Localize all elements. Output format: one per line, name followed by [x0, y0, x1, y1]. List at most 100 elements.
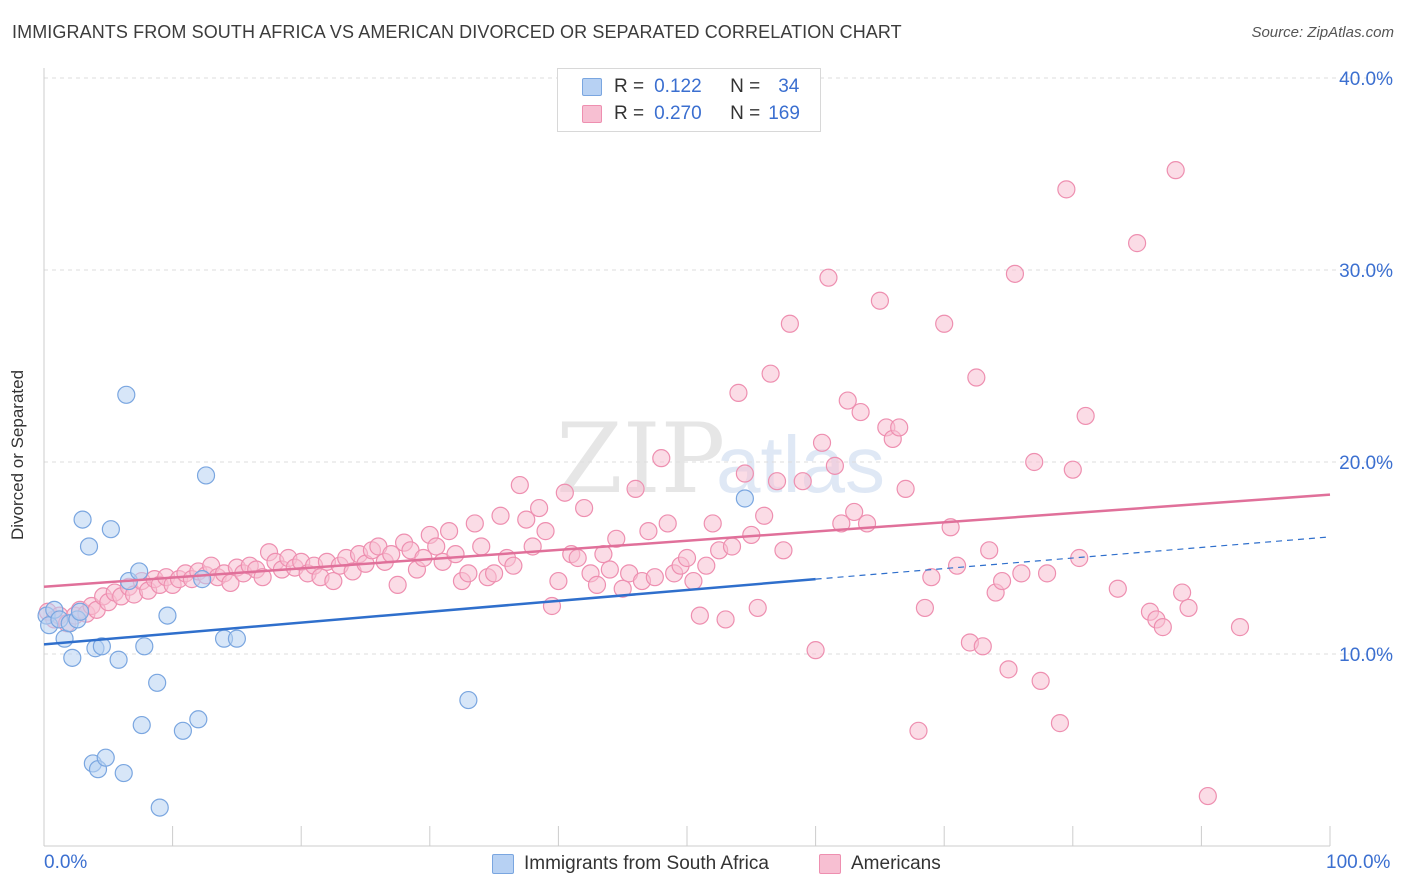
- americans-point: [1037, 564, 1057, 583]
- legend-swatch-blue: [492, 854, 514, 874]
- bottom-legend-south-africa: Immigrants from South Africa: [492, 852, 769, 876]
- chart-title: IMMIGRANTS FROM SOUTH AFRICA VS AMERICAN…: [12, 22, 902, 42]
- south-africa-point: [130, 562, 149, 581]
- americans-point: [851, 402, 870, 422]
- americans-point: [1005, 264, 1025, 283]
- n-label: N =: [730, 103, 761, 124]
- americans-point: [755, 506, 774, 525]
- legend-swatch-blue: [582, 78, 602, 96]
- americans-point: [999, 660, 1018, 679]
- americans-point: [1031, 671, 1050, 690]
- americans-point: [780, 314, 799, 333]
- y-tick-labels: 10.0% 20.0% 30.0% 40.0%: [1339, 69, 1393, 666]
- americans-point: [613, 579, 632, 598]
- south-africa-point: [158, 606, 177, 625]
- americans-point: [1198, 786, 1217, 806]
- south-africa-point: [114, 763, 133, 783]
- americans-point: [324, 571, 343, 591]
- y-tick-label: 30.0%: [1339, 261, 1393, 282]
- americans-point: [491, 506, 510, 525]
- americans-point: [703, 514, 722, 533]
- americans-point: [845, 502, 864, 522]
- americans-point: [922, 568, 941, 587]
- americans-point: [575, 498, 594, 518]
- correlation-legend: R = 0.122 N = 34 R = 0.270 N = 169: [557, 68, 821, 132]
- r-label: R =: [614, 76, 645, 97]
- south-africa-point: [117, 385, 136, 404]
- americans-point: [767, 472, 787, 491]
- n-value: 169: [768, 103, 800, 124]
- legend-row-south-africa: R = 0.122 N = 34: [582, 75, 799, 99]
- n-value: 34: [778, 76, 800, 97]
- south-africa-point: [459, 690, 478, 710]
- americans-point: [870, 291, 890, 310]
- americans-point: [510, 475, 529, 495]
- americans-point: [819, 268, 838, 287]
- americans-point: [1076, 406, 1095, 426]
- x-tick-label-min: 0.0%: [44, 852, 88, 873]
- south-africa-point: [227, 629, 246, 648]
- americans-point: [587, 575, 607, 594]
- americans-point: [485, 564, 504, 583]
- americans-points: [38, 161, 1250, 806]
- americans-point: [896, 479, 915, 498]
- south-africa-trend-extension: [815, 536, 1331, 580]
- americans-trend-line: [43, 493, 1331, 589]
- americans-point: [677, 548, 697, 568]
- americans-point: [1127, 234, 1147, 253]
- americans-point: [793, 472, 812, 491]
- americans-point: [555, 483, 574, 502]
- south-africa-point: [173, 721, 192, 740]
- y-tick-label: 40.0%: [1339, 69, 1393, 90]
- americans-point: [472, 537, 491, 556]
- south-africa-point: [132, 715, 151, 735]
- south-africa-point: [148, 673, 167, 692]
- americans-point: [1166, 161, 1185, 180]
- south-africa-point: [196, 466, 216, 485]
- americans-point: [427, 537, 446, 556]
- south-africa-point: [109, 650, 128, 669]
- americans-point: [658, 514, 677, 533]
- americans-point: [812, 433, 832, 452]
- south-africa-point: [63, 648, 82, 667]
- south-africa-point: [96, 748, 115, 767]
- r-value: 0.270: [654, 103, 702, 124]
- trend-lines: [43, 493, 1331, 646]
- americans-point: [459, 564, 478, 583]
- americans-point: [915, 598, 935, 618]
- americans-point: [1108, 579, 1127, 598]
- americans-point: [549, 571, 568, 591]
- americans-point: [825, 456, 844, 475]
- americans-point: [832, 514, 851, 533]
- americans-point: [446, 545, 465, 564]
- americans-point: [607, 529, 626, 548]
- americans-point: [1025, 452, 1044, 472]
- americans-point: [748, 598, 767, 618]
- americans-point: [838, 391, 857, 410]
- south-africa-trend-line: [43, 577, 816, 646]
- americans-point: [645, 568, 664, 587]
- americans-point: [1179, 598, 1198, 618]
- south-africa-point: [79, 537, 99, 556]
- south-africa-point: [189, 710, 208, 729]
- r-value: 0.122: [654, 76, 702, 97]
- americans-point: [652, 449, 671, 468]
- americans-point: [388, 575, 407, 594]
- americans-point: [722, 537, 742, 556]
- x-tick-label-max: 100.0%: [1326, 852, 1391, 873]
- americans-point: [1012, 564, 1031, 583]
- americans-point: [980, 541, 999, 560]
- south-africa-point: [92, 637, 111, 656]
- americans-point: [253, 568, 272, 587]
- americans-point: [716, 610, 735, 629]
- americans-point: [774, 541, 793, 560]
- americans-point: [504, 556, 523, 575]
- south-africa-point: [150, 798, 169, 817]
- watermark-zip: ZIP: [556, 403, 725, 515]
- legend-swatch-pink: [819, 854, 841, 874]
- americans-point: [729, 383, 748, 402]
- r-label: R =: [614, 103, 645, 124]
- americans-point: [1173, 583, 1192, 602]
- south-africa-point: [73, 510, 92, 529]
- south-africa-point: [101, 520, 120, 539]
